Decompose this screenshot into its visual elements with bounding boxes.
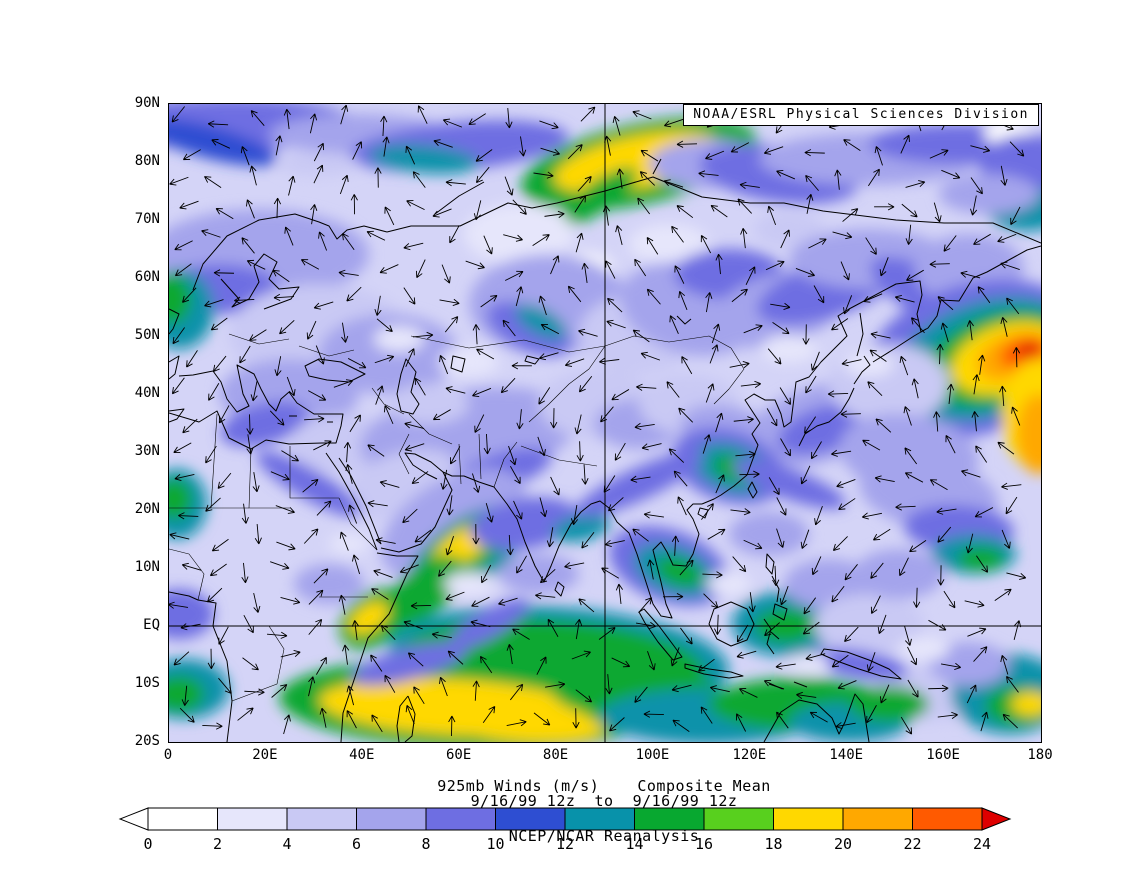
colorbar-tick-label: 2	[212, 835, 223, 853]
lon-tick-label: 0	[163, 747, 173, 763]
colorbar-tick-label: 6	[351, 835, 362, 853]
lat-tick-label: 30N	[134, 443, 160, 459]
lat-tick-label: 50N	[134, 327, 160, 343]
wind-speed-map-canvas	[169, 104, 1041, 742]
lon-tick-label: 100E	[635, 747, 670, 763]
lat-tick-label: 10S	[134, 675, 160, 691]
lat-tick-label: 90N	[134, 95, 160, 111]
colorbar	[118, 807, 1012, 831]
lat-tick-label: 70N	[134, 211, 160, 227]
lat-tick-label: 20S	[134, 733, 160, 749]
colorbar-tick-label: 0	[143, 835, 153, 853]
lat-tick-label: 80N	[134, 153, 160, 169]
lon-tick-label: 80E	[542, 747, 569, 763]
lon-tick-label: 160E	[926, 747, 960, 763]
lat-tick-label: 20N	[134, 501, 160, 517]
lon-tick-label: 60E	[446, 747, 472, 763]
wind-vector-arrows	[169, 104, 1027, 737]
colorbar-tick-label: 12	[555, 835, 575, 853]
colorbar-tick-label: 20	[833, 835, 853, 853]
colorbar-tick-label: 22	[903, 835, 922, 853]
lat-tick-label: EQ	[143, 617, 160, 633]
lon-tick-label: 40E	[349, 747, 375, 763]
colorbar-tick-label: 10	[486, 835, 505, 853]
colorbar-tick-label: 24	[972, 835, 992, 853]
lat-tick-label: 60N	[134, 269, 160, 285]
lon-tick-label: 120E	[732, 747, 767, 763]
credit-box: NOAA/ESRL Physical Sciences Division	[683, 104, 1039, 126]
chart-title: 925mb Winds (m/s) Composite Mean	[437, 777, 771, 795]
colorbar-tick-label: 14	[625, 835, 644, 853]
colorbar-tick-label: 8	[421, 835, 431, 853]
lon-tick-label: 20E	[252, 747, 278, 763]
colorbar-tick-label: 18	[764, 835, 783, 853]
lon-tick-label: 180	[1027, 747, 1053, 763]
colorbar-tick-label: 16	[694, 835, 714, 853]
lat-tick-label: 10N	[134, 559, 160, 575]
chart-date-range: 9/16/99 12z to 9/16/99 12z	[470, 792, 738, 810]
lat-tick-label: 40N	[134, 385, 160, 401]
source-label: NCEP/NCAR Reanalysis	[508, 827, 700, 845]
colorbar-tick-label: 4	[282, 835, 292, 853]
map-plot-area	[168, 103, 1042, 743]
credit-text: NOAA/ESRL Physical Sciences Division	[693, 107, 1029, 122]
lon-tick-label: 140E	[829, 747, 864, 763]
